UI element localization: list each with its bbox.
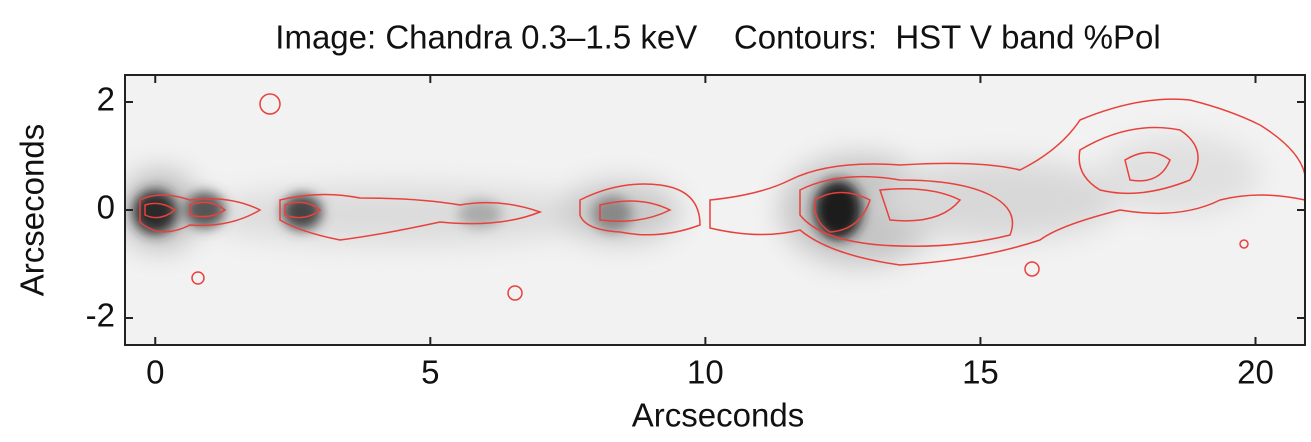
x-tick-label: 15 (962, 354, 999, 391)
y-axis-label: Arcseconds (14, 124, 51, 296)
x-axis-label: Arcseconds (632, 397, 804, 434)
x-tick-label: 10 (687, 354, 724, 391)
x-tick-label: 0 (146, 354, 164, 391)
y-tick-label: -2 (86, 297, 115, 334)
image-area (125, 75, 1305, 345)
x-tick-label: 20 (1237, 354, 1274, 391)
y-tick-label: 2 (97, 81, 115, 118)
x-tick-label: 5 (421, 354, 439, 391)
y-tick-label: 0 (97, 189, 115, 226)
polarization-contours (139, 93, 1305, 301)
chart-title: Image: Chandra 0.3–1.5 keV Contours: HST… (275, 19, 1160, 56)
